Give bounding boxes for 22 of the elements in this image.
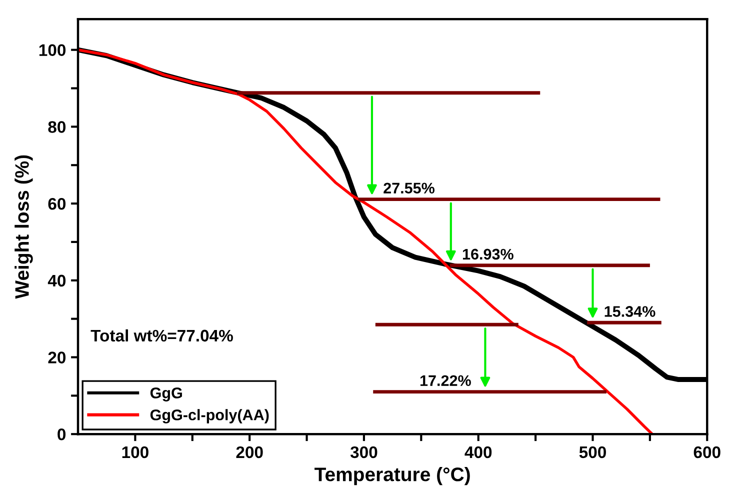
annotation: 17.22% — [420, 375, 471, 386]
y-axis-title: Weight loss (%) — [14, 155, 33, 299]
y-tick-label: 80 — [48, 121, 66, 133]
annotation: 16.93% — [462, 248, 514, 260]
y-tick-label: 100 — [39, 44, 66, 56]
x-tick-label: 500 — [579, 446, 606, 458]
annotation: Total wt%=77.04% — [90, 329, 233, 342]
line-series — [78, 48, 654, 434]
annotation: 15.34% — [604, 306, 656, 317]
x-tick-label: 400 — [464, 446, 492, 458]
y-tick-label: 60 — [48, 198, 66, 210]
legend-label: GgG-cl-poly(AA) — [150, 409, 269, 424]
x-tick-label: 600 — [694, 446, 720, 458]
x-axis-title: Temperature (°C) — [314, 466, 470, 486]
annotation: 27.55% — [384, 182, 434, 194]
x-tick-label: 300 — [350, 446, 378, 458]
y-tick-label: 20 — [48, 352, 66, 364]
x-tick-label: 100 — [122, 446, 148, 458]
y-tick-label: 40 — [48, 274, 66, 287]
legend-label: GgG — [150, 388, 182, 402]
x-tick-label: 200 — [236, 446, 263, 458]
y-tick-label: 0 — [58, 428, 66, 440]
